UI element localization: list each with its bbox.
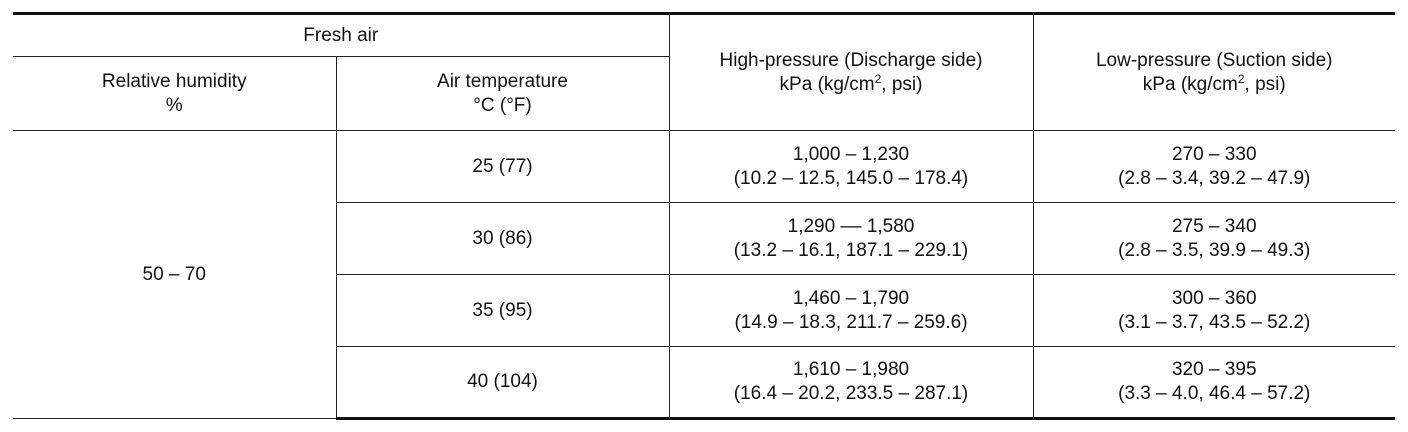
temperature-value: 40 (104) [467, 371, 538, 392]
high-pressure-cell: 1,610 – 1,980 (16.4 – 20.2, 233.5 – 287.… [668, 346, 1034, 420]
temperature-cell: 25 (77) [335, 130, 670, 203]
temperature-cell: 30 (86) [336, 202, 670, 275]
temperature-cell: 40 (104) [336, 346, 670, 420]
low-pressure-cell: 320 – 395 (3.3 – 4.0, 46.4 – 57.2) [1032, 346, 1395, 420]
temperature-value: 30 (86) [472, 227, 533, 249]
fresh-air-label: Fresh air [303, 24, 379, 46]
high-pressure-cell: 1,460 – 1,790 (14.9 – 18.3, 211.7 – 259.… [668, 274, 1034, 347]
low-pressure-cell: 275 – 340 (2.8 – 3.5, 39.9 – 49.3) [1032, 202, 1395, 275]
temperature-cell: 35 (95) [336, 274, 670, 347]
high-pressure-converted: (10.2 – 12.5, 145.0 – 178.4) [733, 167, 969, 189]
high-pressure-cell: 1,000 – 1,230 (10.2 – 12.5, 145.0 – 178.… [668, 130, 1034, 203]
table-row: 50 – 70 25 (77) 1,000 – 1,230 (10.2 – 12… [13, 130, 1395, 419]
high-pressure-converted: (13.2 – 16.1, 187.1 – 229.1) [733, 239, 969, 261]
table-row: 40 (104) 1,610 – 1,980 (16.4 – 20.2, 233… [13, 346, 1395, 420]
low-unit-prefix: kPa (kg/cm [1142, 73, 1238, 95]
low-pressure-converted: (3.1 – 3.7, 43.5 – 52.2) [1118, 311, 1311, 333]
air-temperature-header: Air temperature °C (°F) [335, 56, 669, 131]
low-pressure-cell: 300 – 360 (3.1 – 3.7, 43.5 – 52.2) [1032, 274, 1395, 347]
low-pressure-cell: 270 – 330 (2.8 – 3.4, 39.2 – 47.9) [1032, 130, 1395, 203]
high-pressure-converted: (16.4 – 20.2, 233.5 – 287.1) [733, 383, 969, 404]
low-pressure-unit: kPa (kg/cm2, psi) [1038, 73, 1392, 97]
low-unit-suffix: , psi) [1244, 73, 1286, 95]
high-pressure-kpa: 1,000 – 1,230 [792, 143, 910, 165]
pressure-spec-table-container: Fresh air High-pressure (Discharge side)… [13, 12, 1395, 420]
low-pressure-header: Low-pressure (Suction side) kPa (kg/cm2,… [1032, 12, 1395, 131]
low-unit-superscript: 2 [1237, 71, 1245, 86]
low-pressure-converted: (2.8 – 3.5, 39.9 – 49.3) [1118, 239, 1311, 261]
temperature-value: 25 (77) [472, 155, 533, 177]
high-pressure-kpa: 1,290 –– 1,580 [787, 215, 915, 237]
relative-humidity-unit: % [165, 94, 183, 116]
relative-humidity-label: Relative humidity [101, 70, 247, 92]
low-pressure-kpa: 320 – 395 [1171, 359, 1257, 380]
high-pressure-title: High-pressure (Discharge side) [719, 49, 983, 71]
high-unit-prefix: kPa (kg/cm [779, 73, 875, 95]
fresh-air-header: Fresh air [13, 12, 670, 57]
low-pressure-converted: (3.3 – 4.0, 46.4 – 57.2) [1118, 383, 1311, 404]
high-pressure-kpa: 1,610 – 1,980 [792, 359, 910, 380]
relative-humidity-header: Relative humidity % [13, 56, 337, 131]
low-pressure-kpa: 300 – 360 [1171, 287, 1257, 309]
air-temperature-label: Air temperature [437, 70, 568, 92]
low-pressure-converted: (2.8 – 3.4, 39.2 – 47.9) [1118, 167, 1311, 189]
high-pressure-unit: kPa (kg/cm2, psi) [674, 73, 1029, 97]
low-pressure-kpa: 270 – 330 [1171, 143, 1257, 165]
high-pressure-header: High-pressure (Discharge side) kPa (kg/c… [668, 12, 1034, 131]
humidity-value: 50 – 70 [142, 263, 206, 285]
high-pressure-cell: 1,290 –– 1,580 (13.2 – 16.1, 187.1 – 229… [668, 202, 1034, 275]
air-temperature-unit: °C (°F) [473, 94, 532, 116]
temperature-value: 35 (95) [472, 299, 533, 321]
high-pressure-converted: (14.9 – 18.3, 211.7 – 259.6) [734, 311, 968, 333]
table-row: 30 (86) 1,290 –– 1,580 (13.2 – 16.1, 187… [13, 202, 1395, 275]
humidity-value-cell: 50 – 70 [13, 130, 337, 419]
high-unit-suffix: , psi) [881, 73, 923, 95]
table-row: 35 (95) 1,460 – 1,790 (14.9 – 18.3, 211.… [13, 274, 1395, 347]
high-pressure-kpa: 1,460 – 1,790 [792, 287, 910, 309]
high-unit-superscript: 2 [874, 71, 882, 86]
low-pressure-title: Low-pressure (Suction side) [1095, 49, 1333, 71]
pressure-spec-table: Fresh air High-pressure (Discharge side)… [13, 12, 1395, 420]
low-pressure-kpa: 275 – 340 [1171, 215, 1257, 237]
